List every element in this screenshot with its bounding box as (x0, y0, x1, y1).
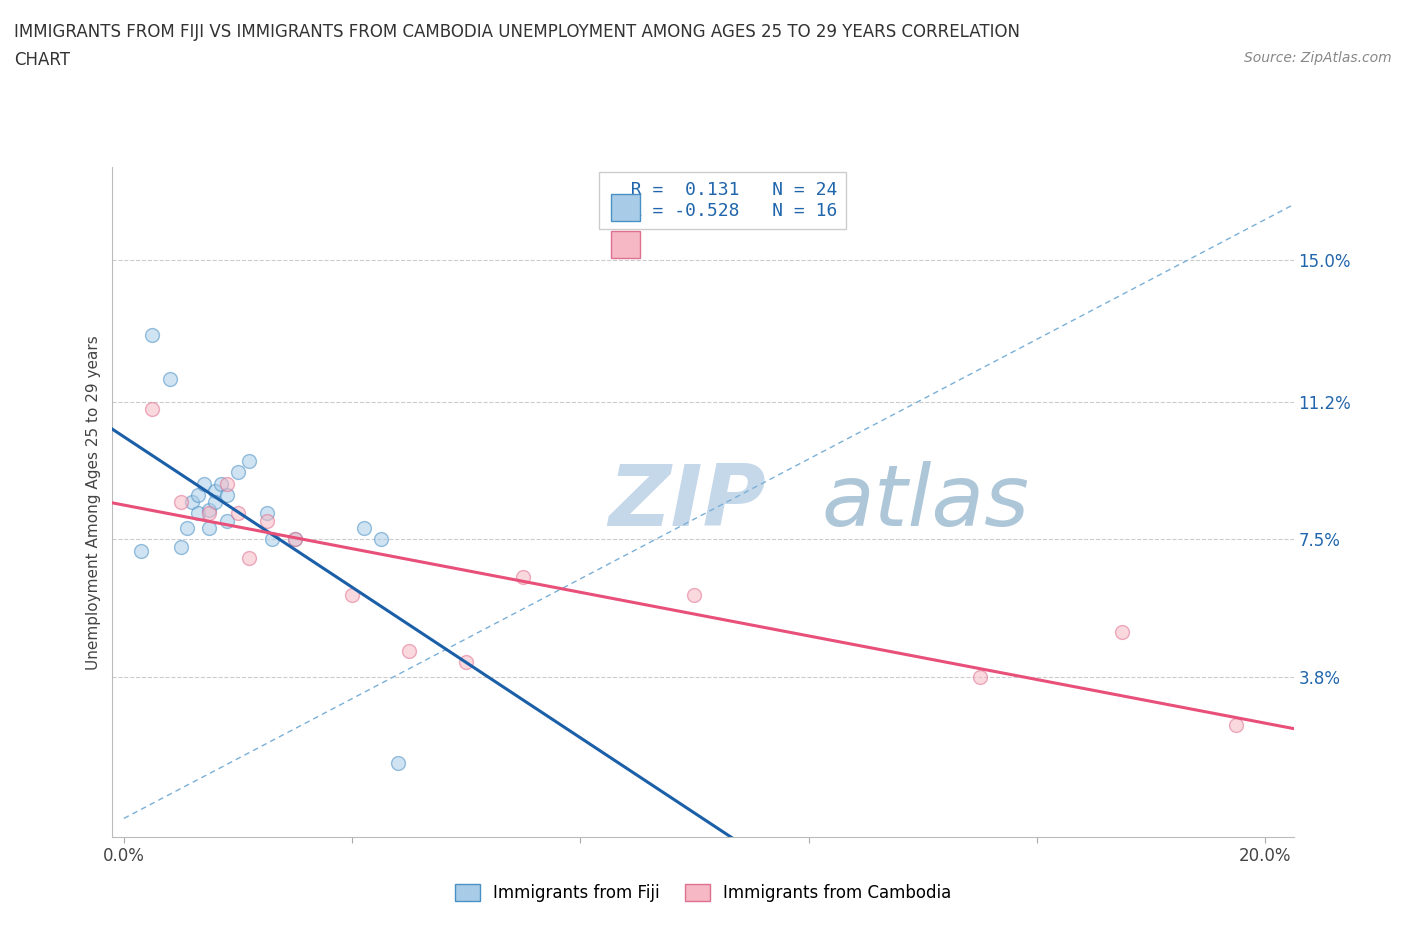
Point (238, 454, 260, 469)
Point (370, 532, 392, 547)
Point (159, 372, 181, 387)
Point (456, 655, 478, 670)
Point (215, 476, 238, 491)
Point (340, 588, 363, 603)
FancyBboxPatch shape (610, 194, 640, 221)
Point (198, 502, 221, 517)
Point (387, 755, 409, 770)
Point (256, 506, 278, 521)
Point (141, 402, 163, 417)
Point (353, 521, 375, 536)
Point (284, 532, 307, 547)
Text: R =  0.131   N = 24
  R = -0.528   N = 16: R = 0.131 N = 24 R = -0.528 N = 16 (609, 180, 837, 219)
Point (398, 644, 420, 658)
Point (226, 465, 249, 480)
Point (170, 495, 193, 510)
Text: IMMIGRANTS FROM FIJI VS IMMIGRANTS FROM CAMBODIA UNEMPLOYMENT AMONG AGES 25 TO 2: IMMIGRANTS FROM FIJI VS IMMIGRANTS FROM … (14, 23, 1021, 41)
Point (181, 495, 204, 510)
Point (187, 487, 209, 502)
Point (284, 532, 307, 547)
Point (204, 484, 226, 498)
Point (215, 487, 238, 502)
Point (262, 532, 284, 547)
Point (198, 521, 221, 536)
Legend: Immigrants from Fiji, Immigrants from Cambodia: Immigrants from Fiji, Immigrants from Ca… (449, 878, 957, 909)
Point (204, 495, 226, 510)
Point (215, 513, 238, 528)
Point (683, 588, 706, 603)
Point (187, 506, 209, 521)
Point (226, 506, 249, 521)
Text: CHART: CHART (14, 51, 70, 69)
Point (209, 476, 232, 491)
Point (193, 476, 215, 491)
Y-axis label: Unemployment Among Ages 25 to 29 years: Unemployment Among Ages 25 to 29 years (86, 335, 101, 670)
Point (969, 670, 991, 684)
Point (129, 543, 152, 558)
Point (1111, 625, 1133, 640)
Point (170, 539, 193, 554)
Text: atlas: atlas (821, 460, 1029, 544)
FancyBboxPatch shape (610, 231, 640, 258)
Point (176, 521, 198, 536)
Point (256, 513, 278, 528)
Text: ZIP: ZIP (609, 460, 766, 544)
Point (512, 569, 534, 584)
Point (1225, 718, 1247, 733)
Point (141, 327, 163, 342)
Point (238, 551, 260, 565)
Text: Source: ZipAtlas.com: Source: ZipAtlas.com (1244, 51, 1392, 65)
Point (198, 506, 221, 521)
